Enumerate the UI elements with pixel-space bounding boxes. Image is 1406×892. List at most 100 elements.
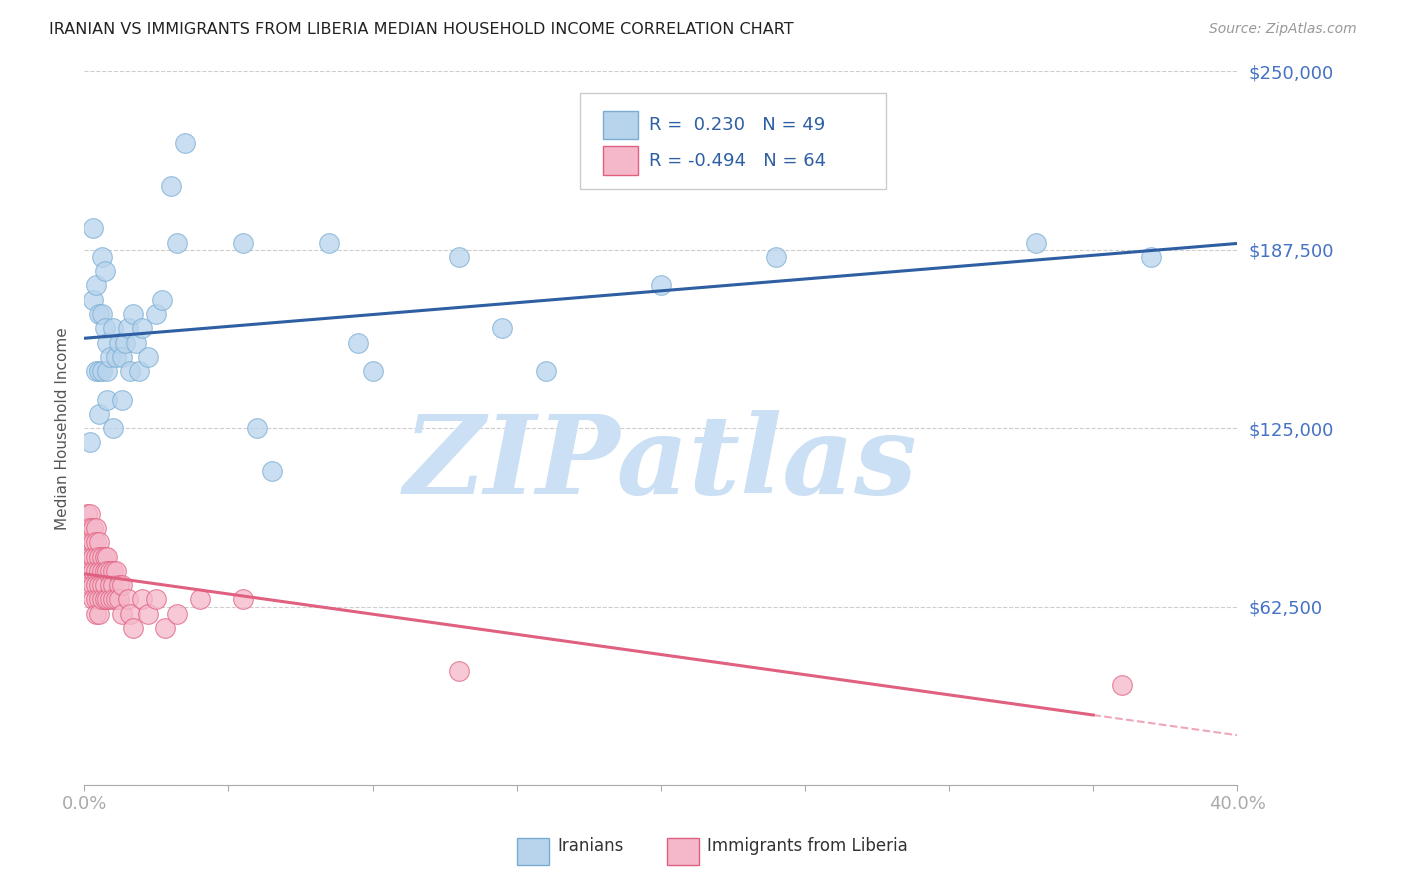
Point [153, 621, 176, 635]
Point [96, 592, 118, 607]
Point [87, 549, 110, 564]
Point [1111, 678, 1133, 692]
Point [108, 578, 131, 592]
Point [449, 250, 471, 264]
Point [90, 364, 112, 378]
Point [120, 607, 142, 621]
Point [131, 321, 153, 335]
Point [87, 564, 110, 578]
Point [79, 578, 101, 592]
Point [90, 578, 112, 592]
FancyBboxPatch shape [581, 93, 886, 189]
Point [108, 592, 131, 607]
Point [114, 335, 136, 350]
Text: Source: ZipAtlas.com: Source: ZipAtlas.com [1209, 22, 1357, 37]
Point [111, 350, 134, 364]
Point [318, 235, 340, 250]
Point [131, 592, 153, 607]
Text: R =  0.230   N = 49: R = 0.230 N = 49 [650, 116, 825, 134]
Point [166, 607, 188, 621]
Point [90, 549, 112, 564]
Text: R = -0.494   N = 64: R = -0.494 N = 64 [650, 152, 827, 169]
Point [87, 607, 110, 621]
Point [79, 521, 101, 535]
Point [105, 592, 128, 607]
Point [87, 364, 110, 378]
Point [90, 307, 112, 321]
Bar [666, 838, 699, 865]
Point [82, 592, 104, 607]
Point [232, 592, 254, 607]
Point [103, 564, 124, 578]
Point [449, 664, 471, 678]
Point [84, 578, 107, 592]
Point [136, 350, 159, 364]
Y-axis label: Median Household Income: Median Household Income [55, 326, 70, 530]
Point [96, 392, 118, 407]
Point [650, 278, 672, 293]
Point [76, 535, 98, 549]
Point [111, 578, 134, 592]
Point [84, 549, 107, 564]
Point [82, 293, 104, 307]
Point [76, 521, 98, 535]
Point [765, 250, 787, 264]
Point [128, 364, 150, 378]
Point [84, 592, 107, 607]
Point [1140, 250, 1163, 264]
Point [93, 549, 115, 564]
Point [260, 464, 283, 478]
Point [87, 578, 110, 592]
Point [145, 307, 167, 321]
Bar [603, 146, 638, 175]
Bar [517, 838, 548, 865]
Point [98, 564, 121, 578]
Point [79, 535, 101, 549]
Point [103, 321, 124, 335]
Point [98, 578, 121, 592]
Point [108, 335, 131, 350]
Point [93, 578, 115, 592]
Point [117, 592, 139, 607]
Point [111, 607, 134, 621]
Point [76, 549, 98, 564]
Text: Iranians: Iranians [557, 837, 623, 855]
Point [79, 564, 101, 578]
Bar [603, 111, 638, 139]
Point [93, 592, 115, 607]
Point [105, 564, 128, 578]
Point [491, 321, 513, 335]
Point [90, 250, 112, 264]
Point [150, 293, 173, 307]
Point [76, 507, 98, 521]
Point [188, 592, 211, 607]
Point [103, 421, 124, 435]
Point [79, 507, 101, 521]
Point [90, 564, 112, 578]
Point [87, 535, 110, 549]
Point [84, 564, 107, 578]
Point [96, 335, 118, 350]
Point [79, 435, 101, 450]
Point [96, 564, 118, 578]
Point [96, 549, 118, 564]
Point [96, 364, 118, 378]
Point [111, 392, 134, 407]
Point [145, 592, 167, 607]
Point [347, 335, 370, 350]
Point [87, 592, 110, 607]
Point [93, 264, 115, 278]
Point [361, 364, 384, 378]
Point [122, 621, 145, 635]
Point [125, 335, 148, 350]
Point [82, 221, 104, 235]
Point [82, 578, 104, 592]
Point [87, 407, 110, 421]
Point [98, 592, 121, 607]
Point [84, 607, 107, 621]
Text: ZIPatlas: ZIPatlas [404, 410, 918, 517]
Point [120, 364, 142, 378]
Point [93, 321, 115, 335]
Point [103, 578, 124, 592]
Point [136, 607, 159, 621]
